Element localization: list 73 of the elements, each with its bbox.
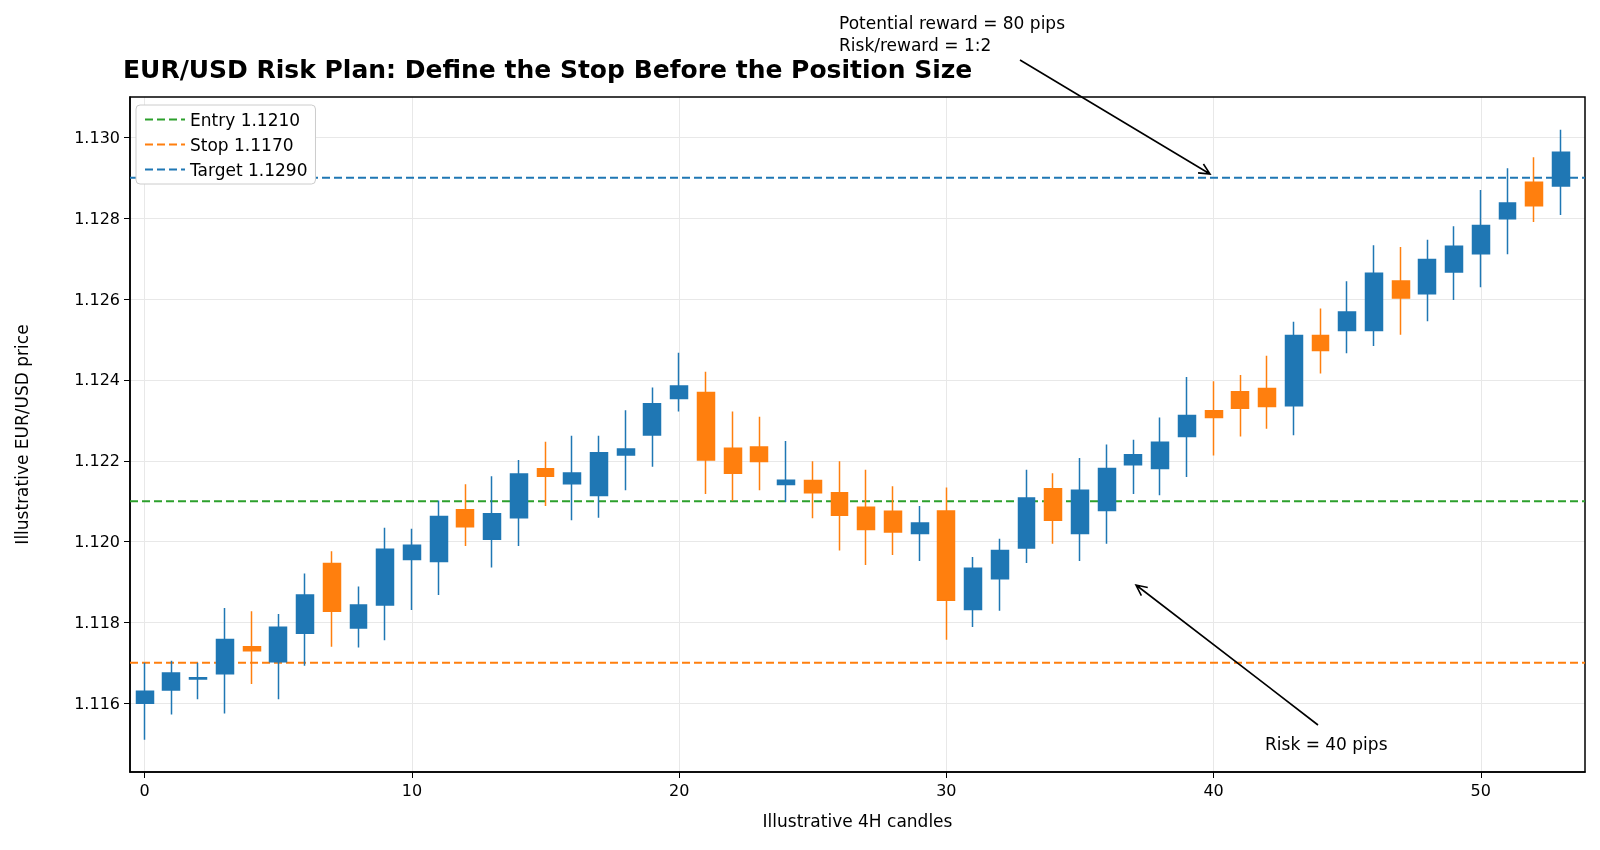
candlestick [375,527,395,641]
candlestick [322,550,342,648]
y-tick-label: 1.124 [74,370,120,390]
candlestick [509,459,529,547]
candlestick [910,505,930,562]
ref-line-label: Target 1.1290 [189,159,308,180]
candlestick [536,441,555,507]
y-axis-title: Illustrative EUR/USD price [11,324,32,545]
candlestick [1257,354,1277,430]
candlestick [295,572,315,667]
candlestick [349,585,368,649]
x-tick-label: 10 [401,780,423,800]
candlestick [1150,416,1170,496]
y-tick-label: 1.122 [74,451,120,471]
y-tick-label: 1.126 [74,289,120,309]
candlestick [1017,468,1036,564]
candlestick [268,613,288,700]
x-tick-label: 0 [139,780,150,800]
x-tick-label: 40 [1203,780,1224,800]
candlestick [482,475,502,569]
text: Potential reward = 80 pips Risk/reward = 1:2 [839,12,1066,56]
candlestick [1524,156,1544,223]
candlestick [1471,189,1491,289]
x-tick-label: 20 [668,780,690,800]
candlestick [1123,439,1143,495]
candlestick [1177,376,1197,478]
candlestick [963,556,983,628]
candlestick [1097,443,1117,545]
y-tick-label: 1.130 [74,127,120,147]
candlestick [215,607,235,715]
candlestick [696,371,716,495]
candlestick [642,386,662,468]
candlestick [1337,280,1357,355]
candlestick [803,460,823,519]
candlestick [1444,225,1464,301]
candlestick [1043,472,1063,545]
candlestick [1417,238,1437,323]
annotation: Risk = 40 pips [1265,733,1388,755]
candlestick [455,483,475,547]
candlestick [883,485,903,556]
candlestick [1230,374,1250,438]
candlestick [669,352,689,413]
legend-label: Entry 1.1210 [190,109,301,130]
candlestick [161,660,181,716]
candlestick [135,662,155,741]
candlestick [830,460,849,552]
candlestick [562,434,582,521]
candlestick [1204,380,1224,457]
candlestick [1311,307,1330,375]
candlestick [936,486,956,641]
candlestick [723,410,743,502]
candlestick [429,499,449,596]
x-tick-label: 30 [936,780,957,800]
candlestick [1391,246,1411,336]
candlestick [1364,244,1384,347]
candlestick [1070,457,1090,562]
candlestick [188,662,208,700]
candlestick [589,434,609,519]
y-tick-label: 1.128 [74,208,120,228]
y-tick-label: 1.116 [74,693,120,713]
y-tick-label: 1.120 [74,532,120,552]
chart-title: EUR/USD Risk Plan: Define the Stop Before the Position Size [123,55,973,84]
candlestick [402,527,422,611]
candlestick [990,538,1010,612]
candlestick [616,409,636,492]
x-tick-label: 50 [1470,780,1491,800]
candlestick [776,440,796,503]
candlestick [856,468,876,566]
legend-label: Stop 1.1170 [190,134,294,155]
candlestick [749,415,769,492]
x-axis-title: Illustrative 4H candles [762,810,953,831]
y-tick-label: 1.118 [74,612,120,632]
candlestick [1284,320,1304,437]
